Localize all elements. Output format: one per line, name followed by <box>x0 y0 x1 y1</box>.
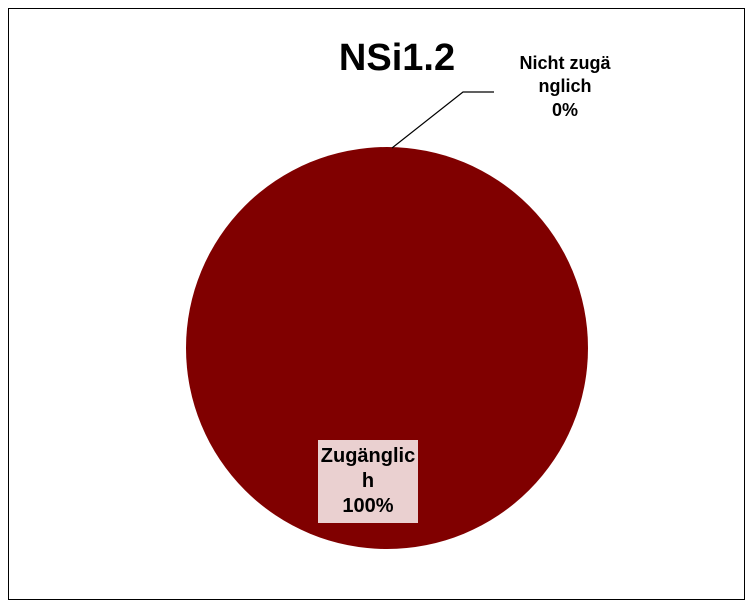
pie <box>186 147 588 549</box>
pie-slice <box>186 147 588 549</box>
leader-line <box>391 91 494 149</box>
slice-label: Zugänglich 100% <box>318 440 418 523</box>
slice-value: 0% <box>551 99 578 120</box>
slice-name: Zugänglich <box>320 445 416 492</box>
slice-name: Nicht zugänglich <box>519 53 611 97</box>
slice-label: Nicht zugänglich 0% <box>519 52 611 122</box>
slice-value: 100% <box>342 495 394 517</box>
chart-title: NSi1.2 <box>339 37 455 79</box>
